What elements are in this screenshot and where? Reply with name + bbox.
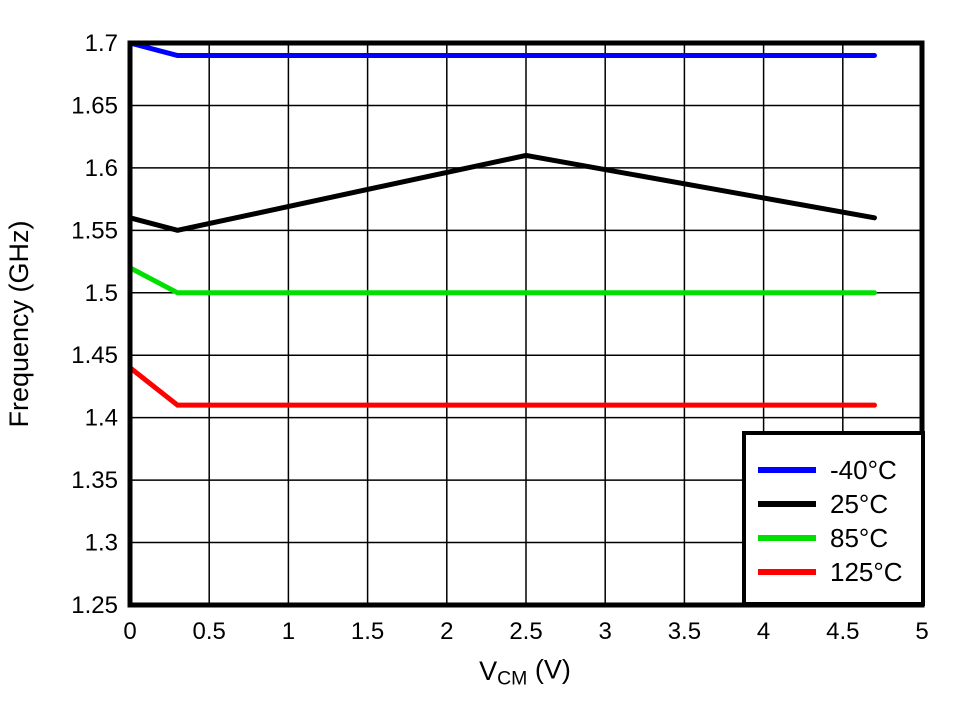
series-line--40C (127, 40, 877, 58)
x-tick-label: 5 (915, 618, 928, 645)
y-tick-label: 1.3 (85, 530, 118, 557)
series-line-85C (127, 265, 877, 296)
y-tick-label: 1.35 (71, 467, 118, 494)
x-tick-label: 0.5 (193, 618, 226, 645)
x-axis-tick-labels: 0 0.5 1 1.5 2 2.5 3 3.5 4 4.5 5 (123, 618, 928, 645)
y-axis-tick-labels: 1.25 1.3 1.35 1.4 1.45 1.5 1.55 1.6 1.65 1.7 (71, 30, 118, 619)
x-tick-label: 2.5 (509, 618, 542, 645)
legend: -40°C 25°C 85°C 125°C (742, 431, 925, 606)
x-tick-label: 4.5 (826, 618, 859, 645)
y-tick-label: 1.45 (71, 342, 118, 369)
legend-label: 125°C (830, 557, 903, 587)
x-axis-label-subscript: CM (497, 667, 527, 689)
y-tick-label: 1.4 (85, 405, 118, 432)
legend-label: 25°C (830, 489, 888, 519)
y-tick-label: 1.5 (85, 280, 118, 307)
y-tick-label: 1.6 (85, 155, 118, 182)
x-tick-label: 3 (599, 618, 612, 645)
y-tick-label: 1.7 (85, 30, 118, 57)
x-tick-label: 3.5 (668, 618, 701, 645)
y-tick-label: 1.55 (71, 217, 118, 244)
legend-label: -40°C (830, 455, 897, 485)
legend-box (742, 431, 925, 606)
x-axis-label-units: (V) (527, 654, 571, 684)
legend-label: 85°C (830, 523, 888, 553)
x-tick-label: 1.5 (351, 618, 384, 645)
x-tick-label: 0 (123, 618, 136, 645)
x-tick-label: 2 (440, 618, 453, 645)
series-line-125C (127, 365, 877, 408)
plot-frame (127, 40, 925, 608)
data-series-lines (127, 40, 877, 408)
y-tick-label: 1.65 (71, 92, 118, 119)
y-axis-label: Frequency (GHz) (4, 220, 34, 427)
x-tick-label: 4 (757, 618, 770, 645)
series-line-25C (127, 152, 877, 233)
y-tick-label: 1.25 (71, 592, 118, 619)
x-axis-label: VCM (V) (479, 654, 571, 689)
x-tick-label: 1 (282, 618, 295, 645)
